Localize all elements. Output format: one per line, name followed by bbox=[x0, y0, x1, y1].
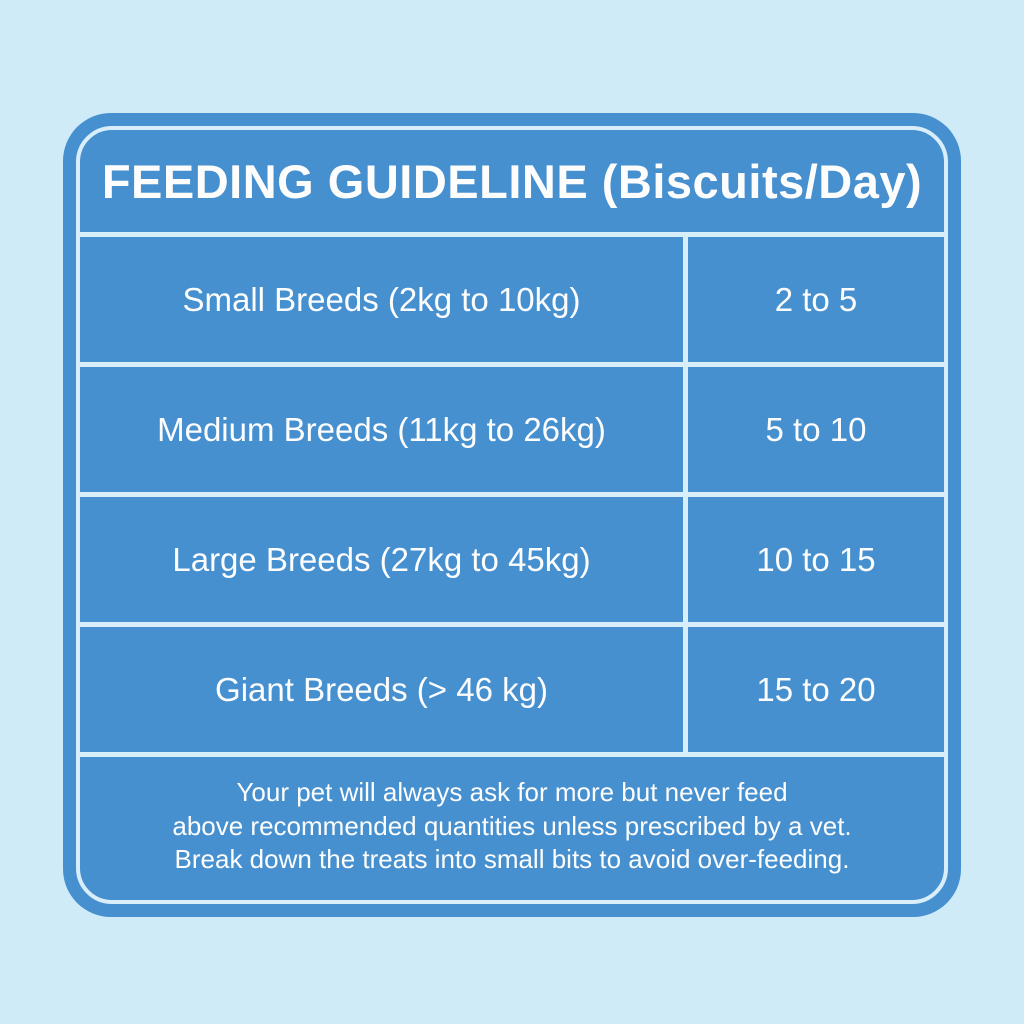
table-row: Large Breeds (27kg to 45kg) 10 to 15 bbox=[80, 497, 944, 627]
footer-note-line: Break down the treats into small bits to… bbox=[174, 844, 850, 875]
breed-cell: Large Breeds (27kg to 45kg) bbox=[172, 540, 591, 578]
footer-note-line: above recommended quantities unless pres… bbox=[172, 810, 852, 841]
amount-cell: 15 to 20 bbox=[683, 627, 944, 752]
title-band: FEEDING GUIDELINE (Biscuits/Day) bbox=[80, 130, 944, 237]
breed-cell: Medium Breeds (11kg to 26kg) bbox=[157, 410, 606, 448]
page-title: FEEDING GUIDELINE (Biscuits/Day) bbox=[101, 154, 923, 208]
table-row: Medium Breeds (11kg to 26kg) 5 to 10 bbox=[80, 367, 944, 497]
breed-cell: Small Breeds (2kg to 10kg) bbox=[182, 280, 581, 318]
footer-note: Your pet will always ask for more but ne… bbox=[80, 757, 944, 900]
table-row: Giant Breeds (> 46 kg) 15 to 20 bbox=[80, 627, 944, 757]
breed-cell: Giant Breeds (> 46 kg) bbox=[215, 670, 548, 708]
feeding-guideline-card: FEEDING GUIDELINE (Biscuits/Day) Small B… bbox=[63, 113, 961, 917]
amount-cell: 2 to 5 bbox=[683, 237, 944, 362]
footer-note-line: Your pet will always ask for more but ne… bbox=[236, 776, 788, 807]
amount-cell: 5 to 10 bbox=[683, 367, 944, 492]
amount-cell: 10 to 15 bbox=[683, 497, 944, 622]
table-row: Small Breeds (2kg to 10kg) 2 to 5 bbox=[80, 237, 944, 367]
card-inner-frame: FEEDING GUIDELINE (Biscuits/Day) Small B… bbox=[76, 126, 948, 904]
